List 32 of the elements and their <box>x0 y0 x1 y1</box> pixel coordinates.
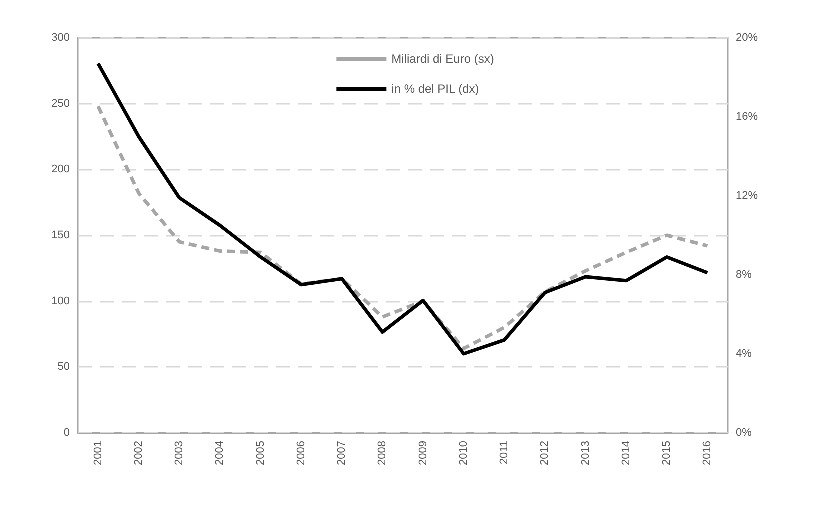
y2-tick-label: 12% <box>736 190 758 202</box>
legend-label: in % del PIL (dx) <box>392 82 480 96</box>
x-tick-label: 2008 <box>376 441 389 466</box>
y2-tick-label: 16% <box>736 111 758 123</box>
x-tick-label: 2003 <box>174 441 186 466</box>
legend-label: Miliardi di Euro (sx) <box>392 52 494 66</box>
y2-tick-label: 20% <box>736 32 758 44</box>
y2-tick-label: 8% <box>736 269 752 281</box>
y-tick-label: 100 <box>52 295 70 308</box>
y-tick-label: 250 <box>52 98 70 110</box>
x-tick-label: 2005 <box>254 441 267 466</box>
x-tick-label: 2006 <box>295 441 308 466</box>
x-tick-label: 2013 <box>580 441 592 466</box>
x-tick-label: 2011 <box>498 441 511 465</box>
x-tick-label: 2001 <box>92 441 104 466</box>
x-tick-label: 2016 <box>702 441 714 466</box>
x-tick-label: 2010 <box>458 441 470 466</box>
x-tick-label: 2009 <box>417 441 430 466</box>
y-tick-label: 0 <box>64 427 70 439</box>
x-tick-label: 2002 <box>132 441 145 466</box>
y2-tick-label: 0% <box>736 427 752 439</box>
x-tick-label: 2007 <box>336 441 348 466</box>
y-tick-label: 200 <box>52 164 70 176</box>
x-tick-label: 2004 <box>214 441 226 466</box>
x-tick-label: 2015 <box>661 441 674 466</box>
x-tick-label: 2014 <box>620 441 632 466</box>
y-tick-label: 150 <box>52 230 70 242</box>
line-series <box>96 104 710 350</box>
y-tick-label: 300 <box>52 32 70 44</box>
x-tick-label: 2012 <box>539 441 552 466</box>
y2-tick-label: 4% <box>736 348 752 360</box>
y-tick-label: 50 <box>58 361 70 374</box>
